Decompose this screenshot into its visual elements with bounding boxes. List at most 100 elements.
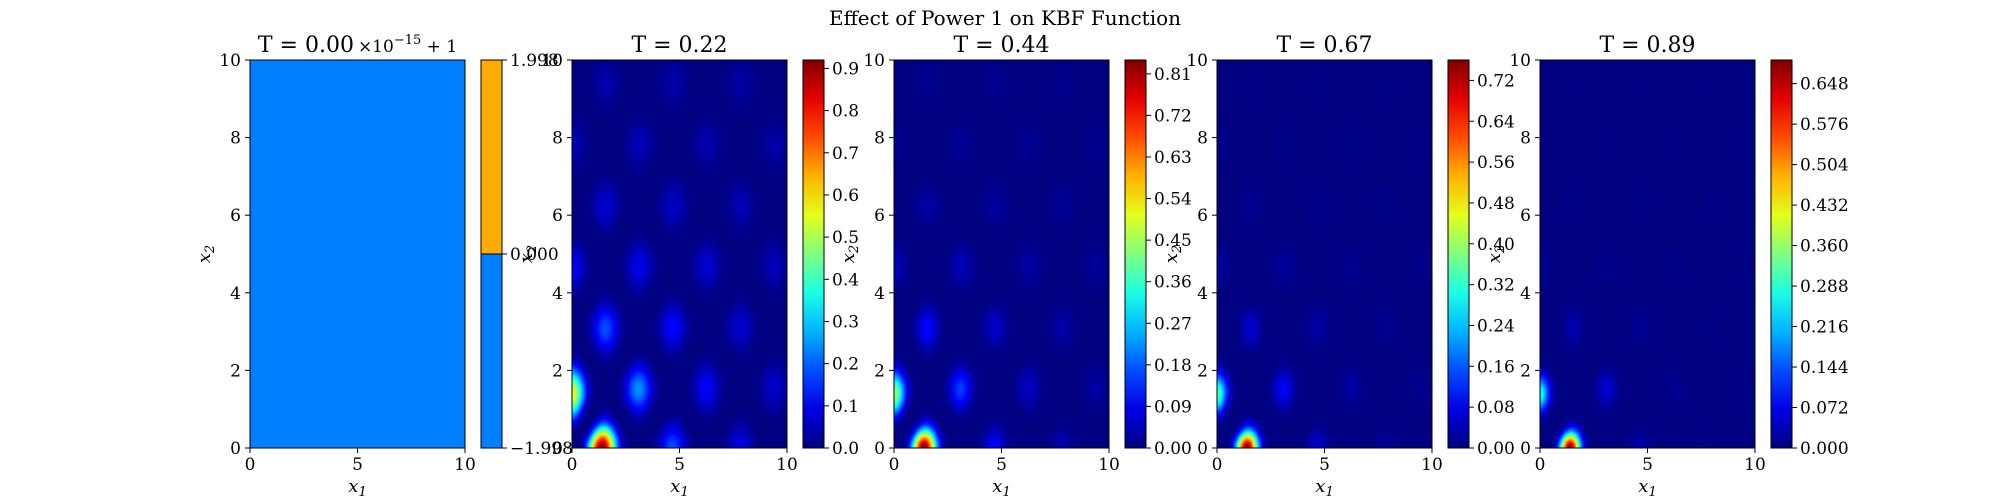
colorbar-tick-label: 0.6 — [832, 186, 859, 206]
subplot-title: T = 0.89 — [1599, 33, 1695, 58]
x-tick-label: 5 — [1642, 455, 1653, 475]
colorbar-tick-label: 0.648 — [1800, 75, 1849, 95]
x-tick-label: 0 — [1535, 455, 1546, 475]
y-tick-label: 6 — [1197, 206, 1208, 226]
colorbar-tick-label: 0.576 — [1800, 115, 1849, 135]
y-axis-label: x2 — [194, 245, 218, 263]
colorbar-tick-label: 0.7 — [832, 144, 859, 164]
colorbar-tick-label: 0.16 — [1477, 357, 1515, 377]
y-tick-label: 6 — [552, 206, 563, 226]
y-tick-label: 8 — [874, 129, 885, 149]
heatmap-image — [572, 60, 787, 448]
subplot-title: T = 0.44 — [953, 33, 1049, 58]
colorbar-tick-label: 0.3 — [832, 312, 859, 332]
x-tick-label: 5 — [996, 455, 1007, 475]
y-tick-label: 8 — [1520, 129, 1531, 149]
x-tick-label: 0 — [889, 455, 900, 475]
colorbar-tick-label: 0.32 — [1477, 276, 1515, 296]
x-tick-label: 10 — [454, 455, 476, 475]
colorbar-tick-label: 0.54 — [1154, 190, 1192, 210]
y-tick-label: 8 — [552, 129, 563, 149]
colorbar-tick-label: 0.45 — [1154, 231, 1192, 251]
colorbar-tick-label: 0.81 — [1154, 65, 1192, 85]
x-tick-label: 5 — [1319, 455, 1330, 475]
y-tick-label: 0 — [230, 439, 241, 459]
colorbar-tick-label: 0.63 — [1154, 148, 1192, 168]
colorbar-tick-label: 0.09 — [1154, 397, 1192, 417]
colorbar-tick-label: 0.00 — [1154, 439, 1192, 459]
colorbar-tick-label: 0.000 — [1800, 439, 1849, 459]
y-tick-label: 10 — [863, 51, 885, 71]
y-tick-label: 4 — [1197, 284, 1208, 304]
y-tick-label: 6 — [230, 206, 241, 226]
colorbar-segment — [481, 60, 502, 254]
subplot-title: T = 0.22 — [631, 33, 727, 58]
y-tick-label: 6 — [874, 206, 885, 226]
x-tick-label: 0 — [245, 455, 256, 475]
colorbar-tick-label: 0.64 — [1477, 112, 1515, 132]
x-tick-label: 10 — [1744, 455, 1766, 475]
colorbar-tick-label: 0.08 — [1477, 398, 1515, 418]
x-axis-label: x1 — [1315, 476, 1333, 500]
y-tick-label: 2 — [230, 361, 241, 381]
colorbar-tick-label: 0.72 — [1477, 71, 1515, 91]
heatmap-image — [1540, 60, 1755, 448]
y-tick-label: 0 — [874, 439, 885, 459]
colorbar-tick-label: 0.56 — [1477, 153, 1515, 173]
y-tick-label: 8 — [1197, 129, 1208, 149]
colorbar-tick-label: 0.360 — [1800, 237, 1849, 257]
colorbar-tick-label: 0.504 — [1800, 156, 1849, 176]
y-tick-label: 2 — [552, 361, 563, 381]
colorbar-tick-label: 0.144 — [1800, 358, 1849, 378]
colorbar-segment — [481, 254, 502, 448]
y-tick-label: 8 — [230, 129, 241, 149]
x-tick-label: 10 — [776, 455, 798, 475]
heatmap-fill — [250, 60, 465, 448]
x-axis-label: x1 — [1638, 476, 1656, 500]
y-tick-label: 2 — [874, 361, 885, 381]
colorbar-tick-label: 0.0 — [832, 439, 859, 459]
colorbar-tick-label: 0.216 — [1800, 318, 1849, 338]
x-tick-label: 5 — [674, 455, 685, 475]
colorbar — [802, 59, 825, 449]
x-axis-label: x1 — [348, 476, 366, 500]
figure-suptitle: Effect of Power 1 on KBF Function — [829, 6, 1181, 30]
colorbar-tick-label: 0.9 — [832, 59, 859, 79]
colorbar-tick-label: 0.2 — [832, 355, 859, 375]
colorbar-tick-label: 0.8 — [832, 102, 859, 122]
y-tick-label: 10 — [1509, 51, 1531, 71]
colorbar-tick-label: 0.5 — [832, 228, 859, 248]
colorbar-tick-label: 1.998 — [510, 51, 559, 71]
x-axis-label: x1 — [992, 476, 1010, 500]
colorbar-tick-label: 0.4 — [832, 270, 859, 290]
x-tick-label: 10 — [1098, 455, 1120, 475]
colorbar-tick-label: 0.072 — [1800, 399, 1849, 419]
colorbar-tick-label: 0.72 — [1154, 106, 1192, 126]
y-tick-label: 0 — [552, 439, 563, 459]
colorbar — [1447, 59, 1470, 449]
heatmap-image — [1217, 60, 1432, 448]
colorbar-tick-label: 0.1 — [832, 397, 859, 417]
colorbar-tick-label: 0.40 — [1477, 235, 1515, 255]
x-tick-label: 0 — [567, 455, 578, 475]
y-tick-label: 4 — [230, 284, 241, 304]
subplot-title: T = 0.67 — [1276, 33, 1372, 58]
y-tick-label: 10 — [541, 51, 563, 71]
y-tick-label: 2 — [1197, 361, 1208, 381]
colorbar-tick-label: 0.288 — [1800, 277, 1849, 297]
x-tick-label: 10 — [1421, 455, 1443, 475]
colorbar-tick-label: 0.48 — [1477, 194, 1515, 214]
colorbar-tick-label: −1.998 — [510, 439, 573, 459]
colorbar — [1770, 59, 1793, 449]
colorbar-tick-label: 0.24 — [1477, 316, 1515, 336]
heatmap-image — [894, 60, 1109, 448]
y-tick-label: 4 — [552, 284, 563, 304]
y-tick-label: 4 — [1520, 284, 1531, 304]
x-tick-label: 5 — [352, 455, 363, 475]
